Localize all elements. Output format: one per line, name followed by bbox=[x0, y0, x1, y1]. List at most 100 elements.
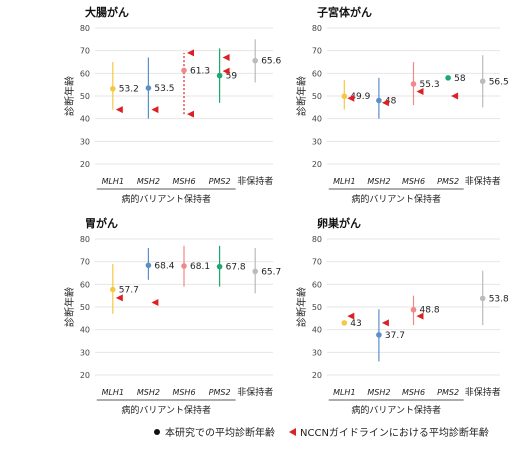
y-tick-label: 60 bbox=[80, 280, 90, 289]
nccn-marker bbox=[347, 312, 355, 320]
data-label: 65.7 bbox=[261, 267, 281, 277]
y-tick-label: 60 bbox=[80, 69, 90, 78]
y-tick-label: 30 bbox=[312, 348, 322, 357]
mean-point bbox=[410, 306, 417, 313]
data-label: 49.9 bbox=[350, 92, 370, 102]
mean-point bbox=[110, 85, 116, 92]
mean-point bbox=[252, 268, 258, 275]
y-tick-label: 80 bbox=[80, 24, 90, 33]
y-tick-label: 60 bbox=[312, 69, 322, 78]
y-tick-label: 40 bbox=[312, 326, 322, 335]
nccn-marker bbox=[222, 53, 230, 61]
nccn-marker bbox=[115, 294, 123, 302]
x-axis-label: 病的バリアント保持者 bbox=[351, 404, 441, 416]
mean-point bbox=[341, 93, 348, 100]
x-tick-label: MSH6 bbox=[172, 177, 195, 186]
nccn-marker bbox=[151, 106, 159, 114]
y-tick-label: 40 bbox=[80, 326, 90, 335]
x-tick-label: MLH1 bbox=[102, 177, 124, 186]
data-label: 43 bbox=[350, 319, 361, 329]
data-label: 57.7 bbox=[119, 286, 139, 296]
y-tick-label: 30 bbox=[80, 137, 90, 146]
mean-point bbox=[145, 262, 152, 269]
data-label: 48.8 bbox=[420, 306, 440, 316]
x-tick-label: MSH2 bbox=[367, 177, 390, 186]
y-tick-label: 40 bbox=[80, 115, 90, 124]
data-label: 59 bbox=[226, 72, 238, 82]
mean-point bbox=[110, 286, 116, 293]
data-label: 61.3 bbox=[190, 66, 210, 76]
nccn-marker bbox=[115, 106, 123, 114]
x-tick-label: MSH2 bbox=[137, 388, 160, 397]
nccn-marker bbox=[187, 110, 194, 118]
nccn-marker bbox=[347, 94, 355, 102]
x-tick-label: PMS2 bbox=[437, 388, 459, 397]
x-tick-label: MSH6 bbox=[402, 177, 425, 186]
y-tick-label: 30 bbox=[312, 137, 322, 146]
y-tick-label: 20 bbox=[312, 371, 322, 380]
y-tick-label: 70 bbox=[312, 258, 322, 267]
y-tick-label: 70 bbox=[80, 258, 90, 267]
x-tick-label: 非保持者 bbox=[237, 175, 273, 187]
data-label: 53.5 bbox=[154, 84, 174, 94]
x-tick-label: 非保持者 bbox=[465, 175, 501, 187]
data-label: 53.2 bbox=[119, 85, 139, 95]
x-tick-label: PMS2 bbox=[209, 177, 231, 186]
data-label: 65.6 bbox=[261, 57, 281, 67]
data-label: 58 bbox=[454, 74, 466, 84]
mean-point bbox=[216, 263, 223, 270]
x-tick-label: MSH6 bbox=[402, 388, 425, 397]
y-tick-label: 20 bbox=[80, 160, 90, 169]
x-axis-label: 病的バリアント保持者 bbox=[351, 193, 441, 205]
legend-nccn-label: NCCNガイドラインにおける平均診断年齢 bbox=[300, 426, 489, 439]
x-axis-label: 病的バリアント保持者 bbox=[121, 404, 211, 416]
mean-point bbox=[479, 78, 486, 85]
mean-point bbox=[445, 75, 451, 81]
y-tick-label: 30 bbox=[80, 348, 90, 357]
nccn-marker bbox=[381, 99, 389, 107]
y-axis-label: 診断年齢 bbox=[63, 287, 76, 327]
chart-title: 胃がん bbox=[85, 216, 118, 230]
y-tick-label: 60 bbox=[312, 280, 322, 289]
mean-point bbox=[376, 332, 382, 338]
x-tick-label: MLH1 bbox=[102, 388, 124, 397]
nccn-marker bbox=[381, 319, 389, 327]
y-axis-label: 診断年齢 bbox=[295, 287, 308, 327]
mean-point bbox=[479, 295, 486, 302]
legend: 本研究での平均診断年齢 NCCNガイドラインにおける平均診断年齢 bbox=[154, 426, 489, 439]
y-tick-label: 40 bbox=[312, 115, 322, 124]
mean-point bbox=[181, 263, 187, 269]
legend-nccn-marker bbox=[289, 428, 296, 436]
y-tick-label: 50 bbox=[80, 303, 90, 312]
x-tick-label: PMS2 bbox=[209, 388, 231, 397]
y-tick-label: 80 bbox=[312, 24, 322, 33]
x-tick-label: MSH6 bbox=[172, 388, 195, 397]
data-label: 53.8 bbox=[489, 294, 509, 304]
legend-study-mean-dot bbox=[154, 429, 160, 435]
y-tick-label: 70 bbox=[80, 47, 90, 56]
chart-title: 子宮体がん bbox=[317, 5, 372, 19]
y-tick-label: 20 bbox=[312, 160, 322, 169]
data-label: 68.4 bbox=[154, 261, 174, 271]
data-label: 48 bbox=[385, 97, 397, 107]
y-tick-label: 80 bbox=[312, 235, 322, 244]
nccn-marker bbox=[451, 92, 459, 100]
y-axis-label: 診断年齢 bbox=[295, 76, 308, 116]
x-tick-label: MLH1 bbox=[333, 388, 355, 397]
y-tick-label: 20 bbox=[80, 371, 90, 380]
nccn-marker bbox=[187, 49, 194, 57]
chart-title: 卵巣がん bbox=[317, 216, 361, 230]
x-axis-label: 病的バリアント保持者 bbox=[121, 193, 211, 205]
mean-point bbox=[341, 320, 348, 326]
mean-point bbox=[145, 85, 152, 91]
x-tick-label: PMS2 bbox=[437, 177, 459, 186]
nccn-marker bbox=[222, 67, 230, 75]
y-tick-label: 50 bbox=[312, 303, 322, 312]
data-label: 68.1 bbox=[190, 262, 210, 272]
